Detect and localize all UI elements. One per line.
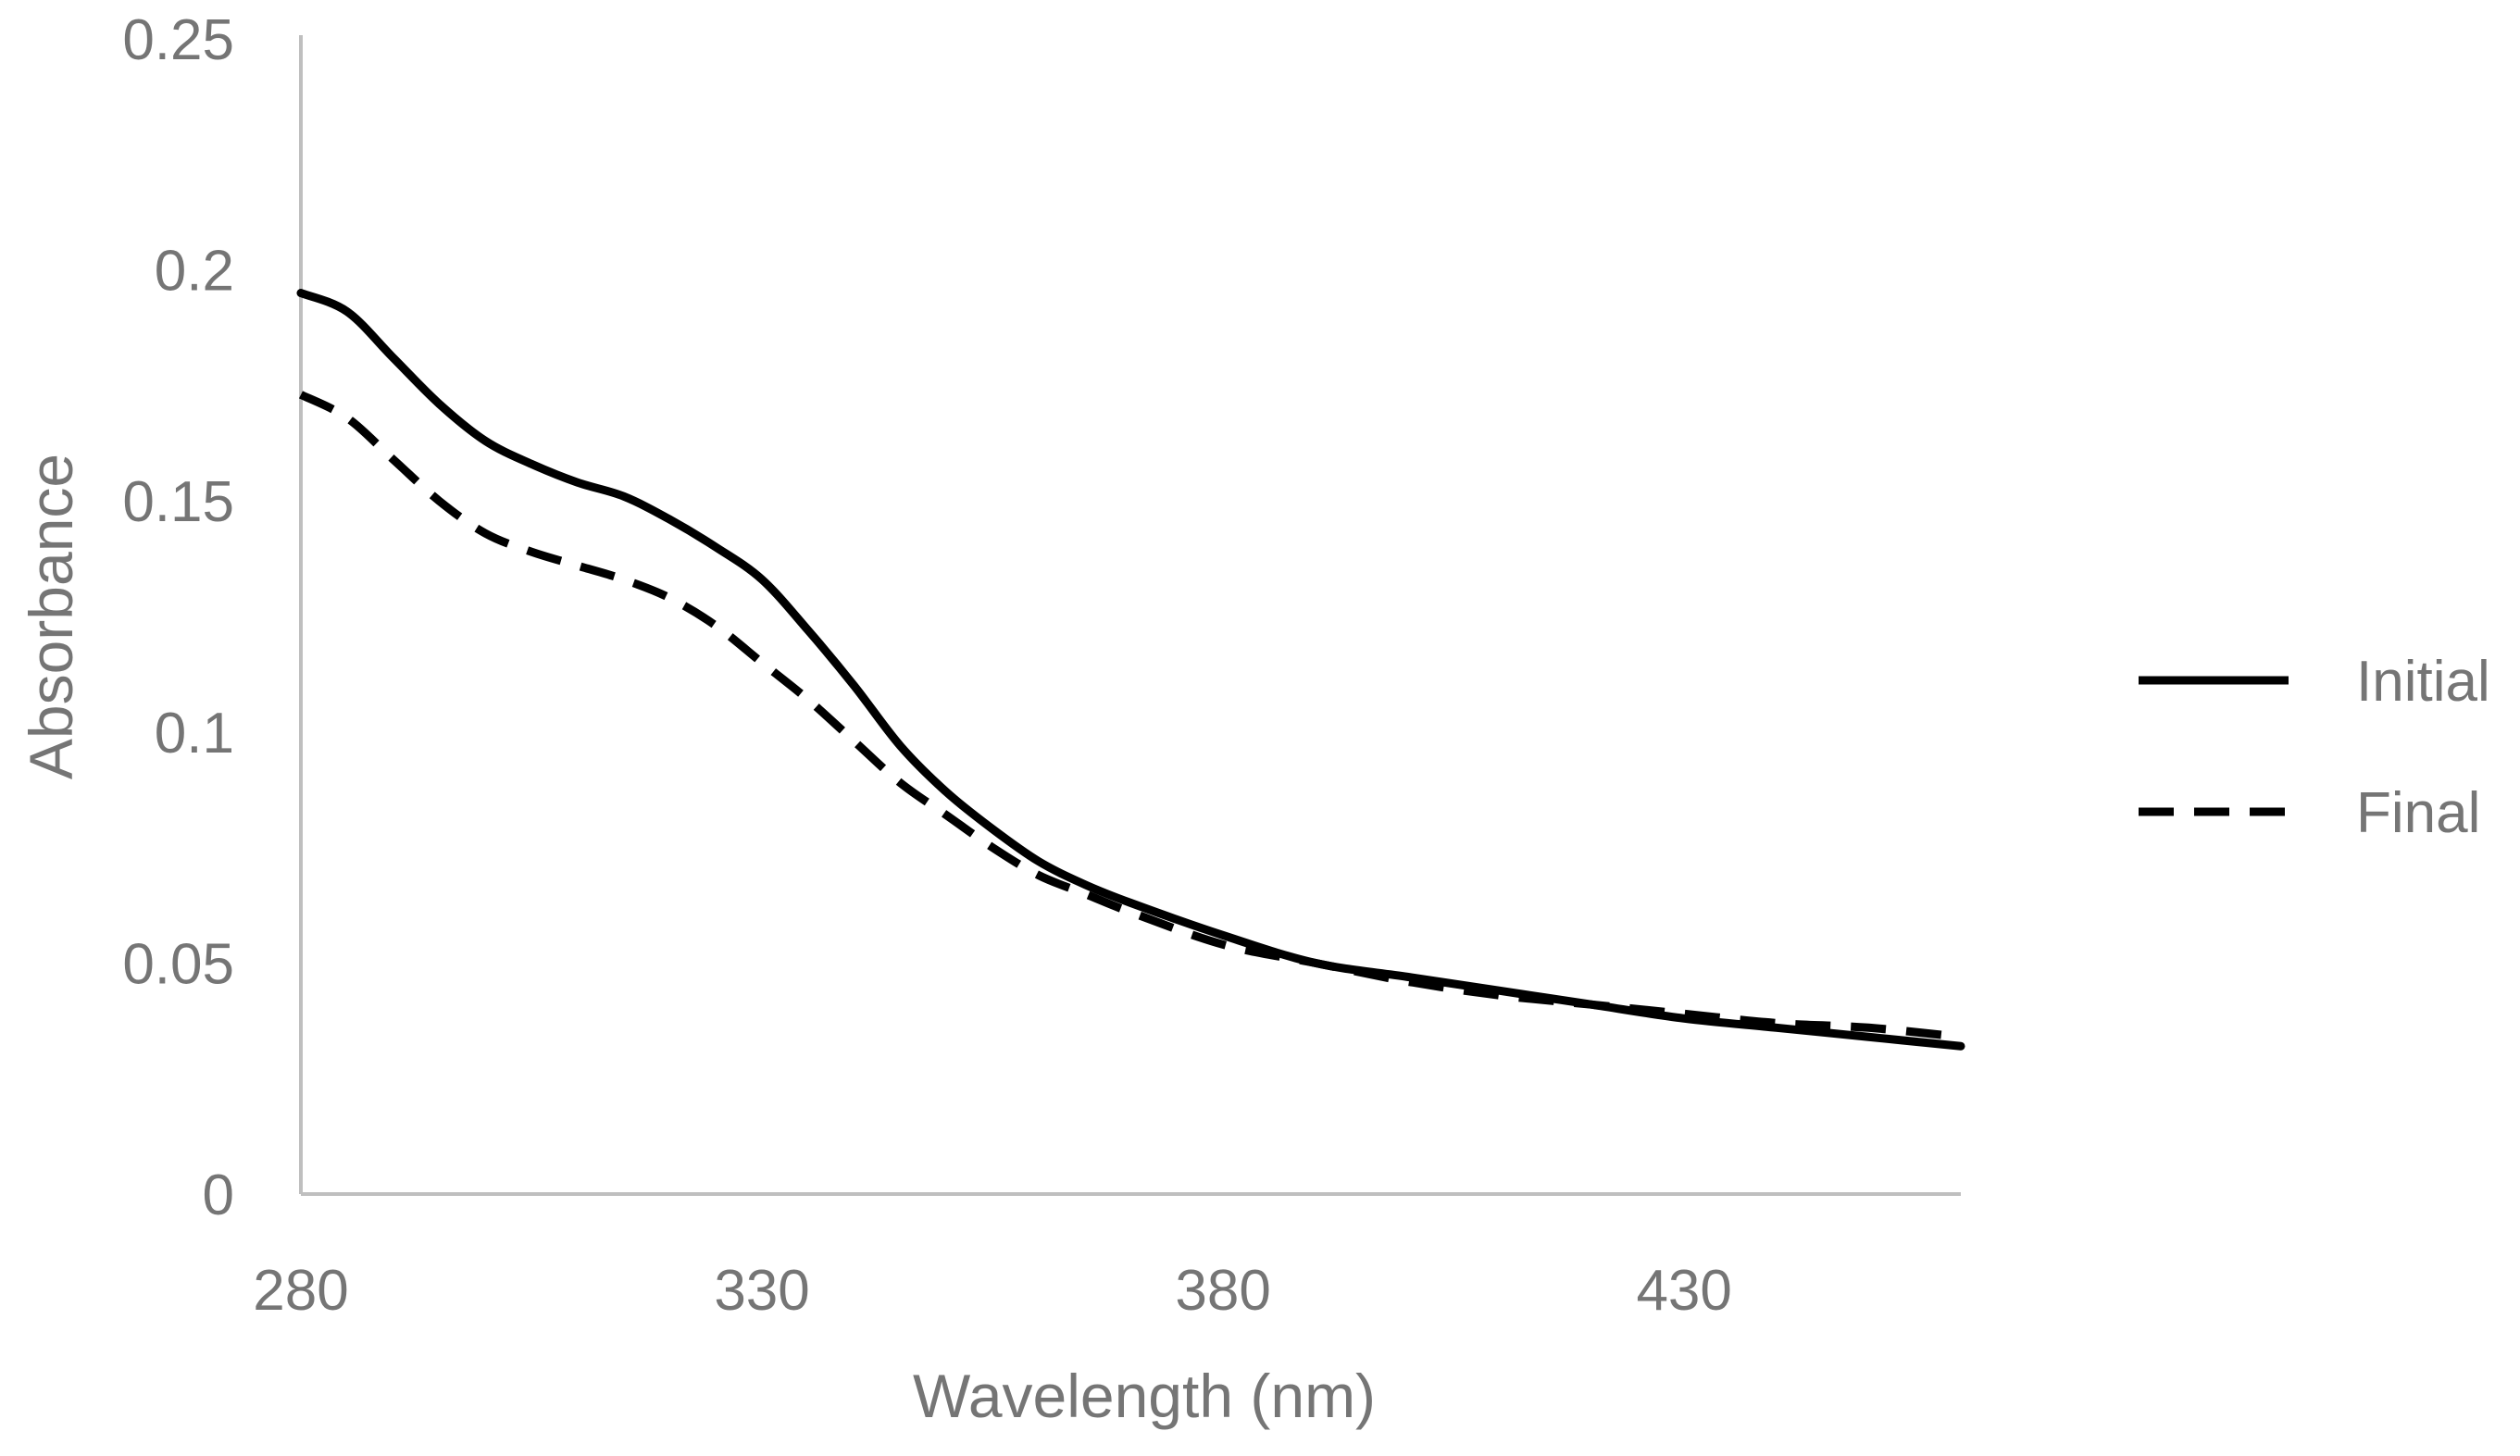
series-line-final: [298, 391, 1962, 1041]
x-axis-ticks: 280 330 380 430: [253, 1259, 1732, 1323]
legend-label: Final: [2356, 781, 2480, 845]
y-tick-label: 0: [203, 1164, 234, 1227]
legend-label: Initial: [2356, 650, 2490, 714]
y-tick-label: 0.2: [155, 240, 234, 304]
y-axis-ticks: 0 0.05 0.1 0.15 0.2 0.25: [122, 8, 234, 1227]
axes: [299, 35, 1961, 1196]
x-tick-label: 280: [253, 1259, 348, 1323]
x-tick-label: 380: [1175, 1259, 1270, 1323]
y-tick-label: 0.1: [155, 702, 234, 765]
y-tick-label: 0.25: [122, 8, 234, 72]
x-tick-label: 430: [1636, 1259, 1731, 1323]
series-lines: [296, 289, 1965, 1051]
y-tick-label: 0.15: [122, 470, 234, 534]
y-tick-label: 0.05: [122, 932, 234, 996]
x-axis-title: Wavelength (nm): [913, 1362, 1376, 1430]
y-axis-title: Absorbance: [17, 454, 85, 779]
x-tick-label: 330: [714, 1259, 809, 1323]
legend: Initial Final: [2139, 650, 2490, 845]
